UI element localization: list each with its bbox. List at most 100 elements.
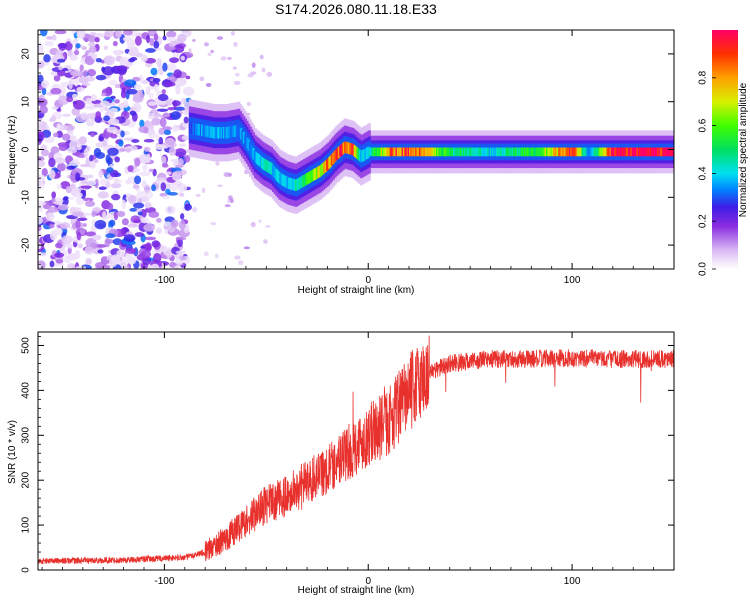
ridge-core (618, 147, 621, 157)
ridge-core (342, 142, 346, 154)
ridge-core (493, 147, 496, 157)
noise-blob (139, 92, 144, 99)
noise-blob (160, 182, 167, 192)
ridge-core (647, 147, 650, 157)
noise-blob (70, 70, 82, 77)
noise-blob (82, 82, 91, 86)
noise-blob (106, 126, 118, 133)
ridge-core (601, 147, 604, 157)
noise-blob (79, 227, 86, 236)
noise-blob (51, 34, 57, 41)
ridge-core (640, 147, 643, 157)
ridge-core (410, 147, 413, 157)
ridge-core (505, 147, 508, 157)
ridge-core (309, 170, 313, 183)
ridge-core (512, 147, 516, 157)
ridge-core (461, 147, 464, 157)
noise-blob (145, 48, 156, 53)
noise-blob (119, 148, 126, 152)
noise-blob (266, 71, 273, 77)
noise-blob (112, 40, 118, 47)
noise-blob (161, 162, 169, 168)
noise-blob (57, 42, 68, 49)
ridge-core (468, 147, 472, 157)
ridge-core (523, 147, 527, 157)
noise-blob (123, 234, 136, 242)
ridge-core (292, 179, 296, 191)
noise-blob (69, 140, 77, 150)
noise-blob (95, 244, 108, 248)
noise-blob (55, 242, 63, 249)
ridge-core (536, 147, 539, 157)
ridge-core (294, 179, 297, 191)
noise-blob (143, 184, 151, 194)
noise-blob (103, 45, 108, 50)
ridge-core (203, 125, 206, 137)
ridge-core (658, 147, 661, 157)
ridge-core (593, 147, 596, 157)
ridge-core (449, 147, 452, 157)
noise-blob (56, 123, 62, 131)
ridge-core (603, 147, 606, 157)
ridge-core (508, 147, 511, 157)
noise-blob (51, 191, 57, 199)
noise-blob (53, 74, 61, 82)
ridge-core (395, 147, 398, 157)
noise-blob (66, 253, 78, 261)
ridge-core (344, 141, 347, 153)
ridge-core (653, 147, 656, 157)
noise-blob (110, 183, 122, 189)
noise-blob (164, 183, 172, 190)
ridge-core (352, 144, 355, 156)
noise-blob (115, 30, 123, 38)
noise-blob (243, 246, 251, 250)
ridge-core (543, 147, 546, 157)
ridge-core (651, 147, 654, 157)
ridge-core (375, 147, 379, 157)
ridge-core (610, 147, 614, 157)
ridge-core (333, 151, 336, 163)
noise-blob (143, 138, 155, 143)
noise-blob (127, 165, 134, 173)
noise-blob (156, 217, 162, 223)
ridge-core (648, 147, 651, 157)
noise-blob (110, 95, 116, 100)
ridge-core (306, 172, 309, 185)
ridge-core (499, 147, 502, 157)
noise-blob (56, 183, 62, 190)
noise-blob (177, 183, 188, 192)
ridge-core (328, 157, 331, 169)
ridge-core (198, 124, 201, 136)
ridge-core (312, 169, 315, 181)
noise-blob (61, 133, 71, 141)
ridge-core (604, 147, 607, 157)
noise-blob (38, 160, 46, 168)
noise-blob (131, 139, 140, 143)
spectrogram-noise-layer (38, 30, 273, 269)
ridge-core (258, 154, 261, 167)
noise-blob (162, 62, 168, 72)
ridge-core (349, 142, 352, 155)
ridge-core (319, 164, 322, 177)
ridge-core (281, 174, 284, 186)
ridge-core (592, 147, 595, 157)
noise-blob (148, 93, 154, 99)
ridge-core (443, 147, 446, 157)
noise-blob (86, 69, 97, 77)
noise-blob (177, 158, 184, 167)
noise-blob (48, 223, 55, 229)
ridge-core (193, 123, 196, 135)
ridge-core (261, 157, 264, 169)
ridge-core (437, 147, 440, 157)
noise-blob (234, 255, 241, 260)
ridge-core (369, 147, 373, 157)
ridge-core (476, 147, 479, 157)
ridge-core (569, 147, 572, 157)
noise-blob (148, 211, 160, 218)
noise-blob (38, 252, 47, 257)
noise-blob (38, 229, 42, 239)
noise-blob (199, 76, 205, 82)
noise-blob (182, 121, 191, 128)
noise-blob (72, 93, 78, 99)
noise-blob (152, 253, 162, 263)
